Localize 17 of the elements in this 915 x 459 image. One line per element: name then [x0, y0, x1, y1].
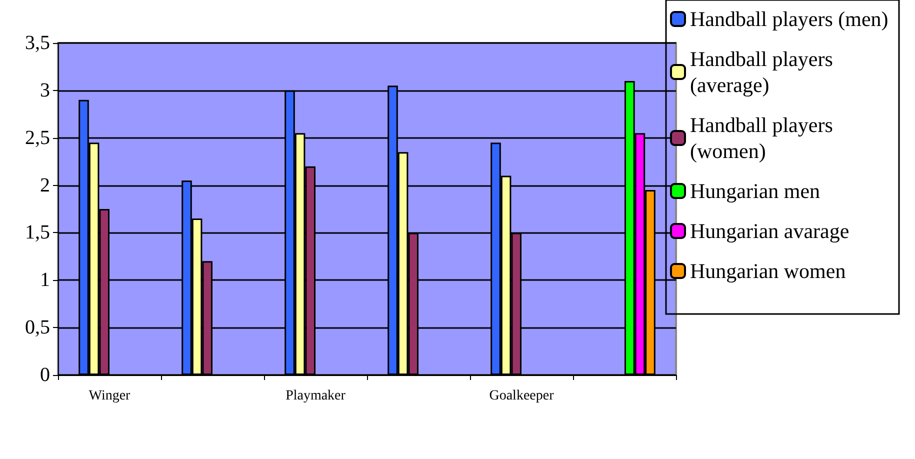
y-tick-label: 1	[40, 269, 50, 292]
x-tick-label: Goalkeeper	[489, 388, 554, 404]
y-tick-label: 3,5	[25, 32, 50, 54]
x-tick-label: Winger	[88, 388, 131, 404]
legend-label: Handball players (average)	[690, 47, 838, 97]
y-tick-label: 3	[40, 79, 50, 102]
y-tick-label: 2,5	[25, 126, 50, 149]
legend-label: Hungarian avarage	[690, 219, 850, 243]
legend-label: Handball players (men)	[690, 7, 888, 31]
legend-label: Hungarian women	[690, 259, 846, 283]
legend-label: Handball players (women)	[690, 113, 838, 163]
x-tick-label: Playmaker	[286, 388, 346, 404]
legend-label: Hungarian men	[690, 179, 821, 203]
y-tick-label: 0,5	[25, 316, 50, 339]
y-tick-label: 1,5	[25, 222, 50, 244]
y-tick-label: 2	[40, 174, 50, 196]
y-tick-label: 0	[40, 364, 50, 386]
